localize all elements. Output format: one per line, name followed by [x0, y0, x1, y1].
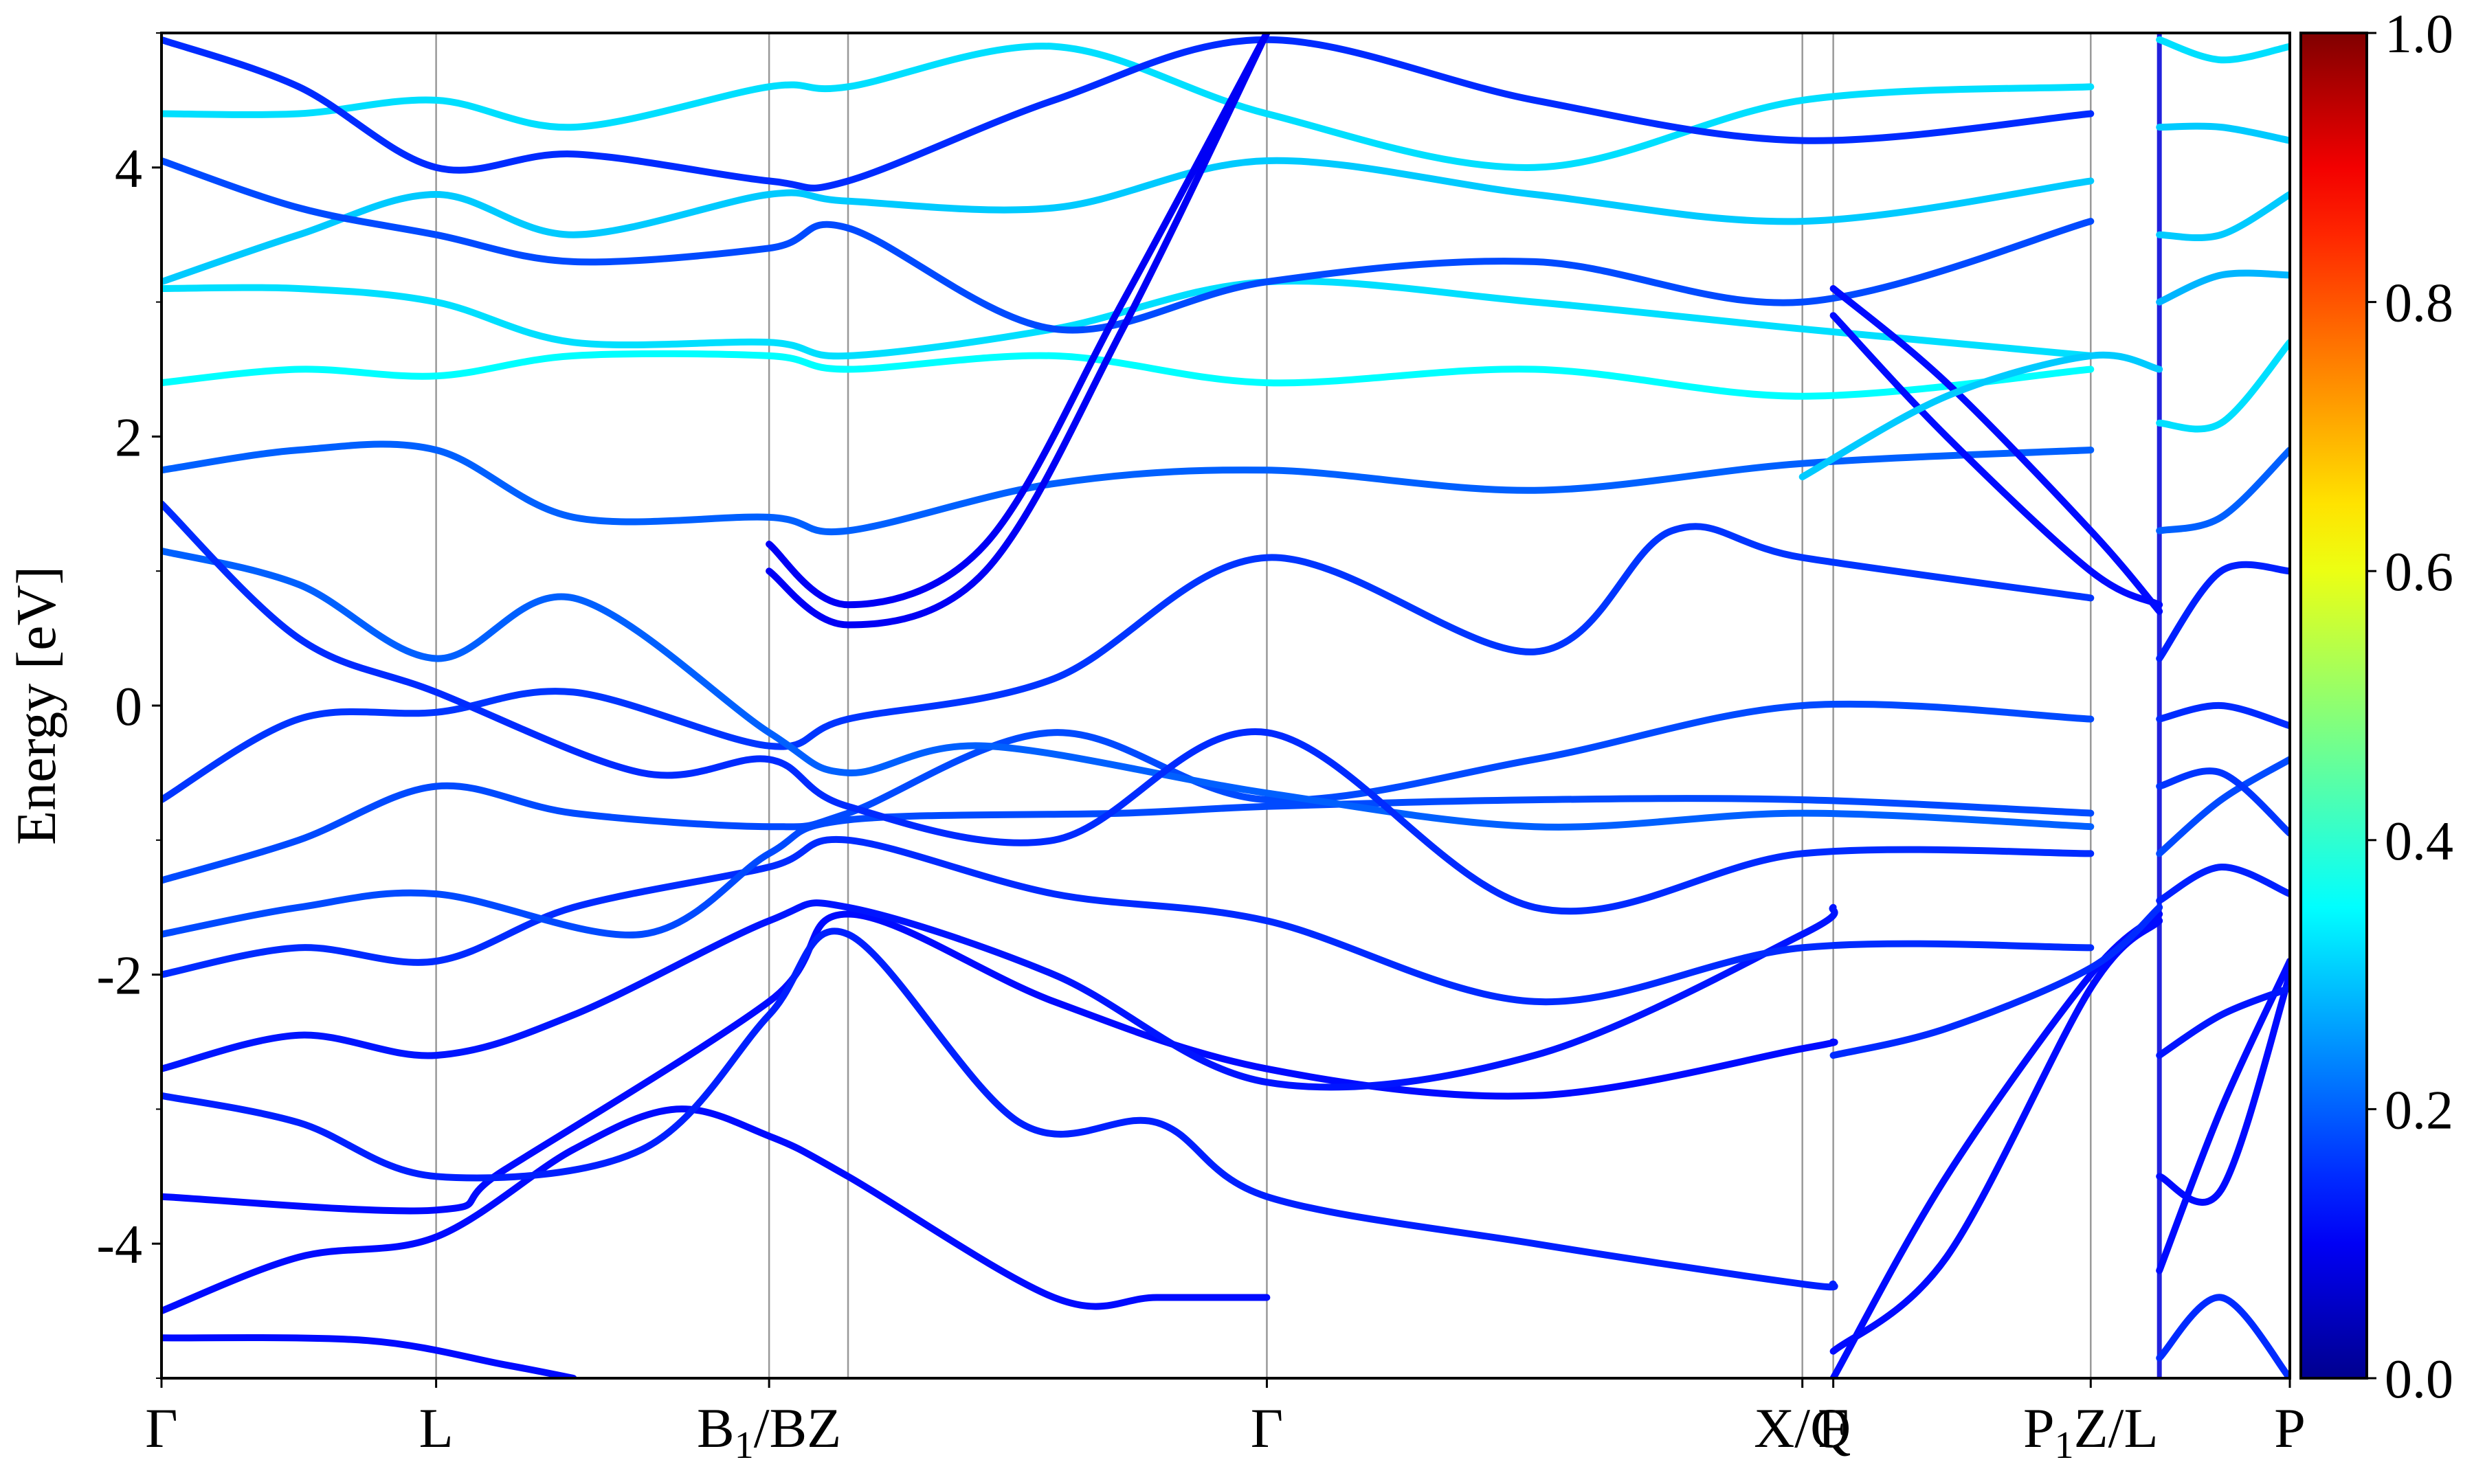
band-line-19: [766, 33, 1271, 629]
band-line-9: [161, 547, 2095, 831]
band-line-30: [2156, 863, 2290, 904]
colorbar-gradient: [2299, 32, 2368, 1380]
x-tick-label-4: X/Q: [1754, 1397, 1851, 1459]
x-tick-label-6: P1Z/L: [2023, 1397, 2159, 1467]
colorbar: 0.0 0.2 0.4 0.6 0.8 1.0: [2299, 4, 2453, 1410]
y-tick-label-2: 0: [115, 677, 142, 737]
band-line-40: [2156, 36, 2290, 64]
band-line-32: [2156, 767, 2290, 837]
band-line-31: [2156, 756, 2290, 857]
band-line-23: [1829, 312, 2163, 609]
band-line-33: [2156, 701, 2290, 730]
band-line-1: [161, 1105, 1271, 1315]
band-line-8: [161, 523, 2095, 804]
band-line-13: [161, 278, 2095, 360]
y-axis: 4 2 0 -2 -4: [96, 32, 161, 1379]
colorbar-tick-label-0: 0.0: [2385, 1349, 2453, 1410]
y-tick-label-3: -2: [96, 946, 142, 1007]
band-line-38: [2156, 191, 2290, 242]
band-line-2: [161, 910, 1838, 1215]
band-line-5: [161, 835, 2095, 1006]
colorbar-tick-label-3: 0.6: [2385, 542, 2453, 603]
band-line-16: [161, 157, 2095, 334]
x-tick-label-7: P: [2274, 1397, 2306, 1459]
band-line-20: [1829, 910, 2163, 1378]
colorbar-tick-label-5: 1.0: [2385, 4, 2453, 65]
band-line-0: [161, 1334, 577, 1378]
band-line-28: [2156, 971, 2290, 1206]
x-axis: Γ L B1/BZ Γ X/QF P1Z/L P: [145, 1378, 2306, 1467]
band-line-3: [161, 928, 1838, 1291]
band-line-35: [2156, 447, 2290, 535]
y-tick-label-1: 2: [115, 407, 142, 468]
energy-bands: [161, 33, 2290, 1378]
band-line-17: [161, 36, 2095, 192]
y-tick-label-4: -4: [96, 1215, 142, 1275]
band-line-29: [2156, 985, 2290, 1059]
colorbar-tick-label-4: 0.8: [2385, 273, 2453, 334]
band-line-25: [1798, 351, 2163, 481]
band-line-6: [161, 795, 2095, 938]
y-axis-label: Energy [eV]: [5, 566, 67, 845]
band-line-36: [2156, 339, 2290, 433]
x-tick-label-3: Γ: [1251, 1397, 1283, 1459]
band-line-14: [161, 157, 2095, 286]
band-line-27: [2156, 958, 2290, 1274]
x-tick-label-5: F: [1818, 1397, 1849, 1459]
x-tick-label-1: L: [419, 1397, 454, 1459]
band-line-24: [1829, 285, 2163, 615]
band-line-12: [161, 350, 2095, 400]
band-line-37: [2156, 269, 2290, 306]
band-line-18: [766, 33, 1271, 609]
band-line-34: [2156, 561, 2290, 662]
colorbar-tick-label-2: 0.4: [2385, 811, 2453, 872]
band-line-7: [161, 700, 2095, 884]
band-line-39: [2156, 122, 2290, 144]
band-line-10: [161, 500, 2095, 915]
band-line-11: [161, 440, 2095, 536]
y-tick-label-0: 4: [115, 139, 142, 199]
band-line-26: [2156, 1294, 2290, 1378]
band-line-22: [1829, 903, 2163, 1059]
colorbar-tick-label-1: 0.2: [2385, 1080, 2453, 1140]
band-line-15: [161, 43, 2095, 171]
band-line-4: [161, 899, 1838, 1091]
x-tick-label-0: Γ: [145, 1397, 177, 1459]
x-tick-label-2: B1/BZ: [697, 1397, 841, 1467]
